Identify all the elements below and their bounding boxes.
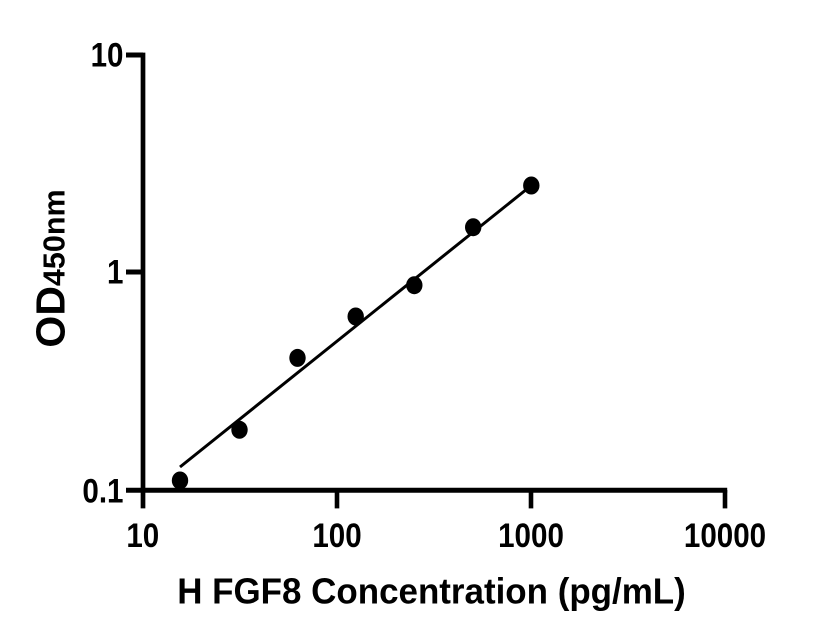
svg-text:1000: 1000 bbox=[498, 516, 564, 554]
svg-text:10: 10 bbox=[126, 516, 159, 554]
svg-text:H FGF8 Concentration (pg/mL): H FGF8 Concentration (pg/mL) bbox=[177, 571, 686, 612]
svg-text:10000: 10000 bbox=[684, 516, 766, 554]
svg-text:OD450nm: OD450nm bbox=[27, 189, 73, 347]
svg-text:0.1: 0.1 bbox=[82, 472, 123, 510]
svg-text:10: 10 bbox=[91, 36, 124, 74]
svg-text:1: 1 bbox=[107, 253, 123, 291]
svg-text:100: 100 bbox=[312, 516, 361, 554]
